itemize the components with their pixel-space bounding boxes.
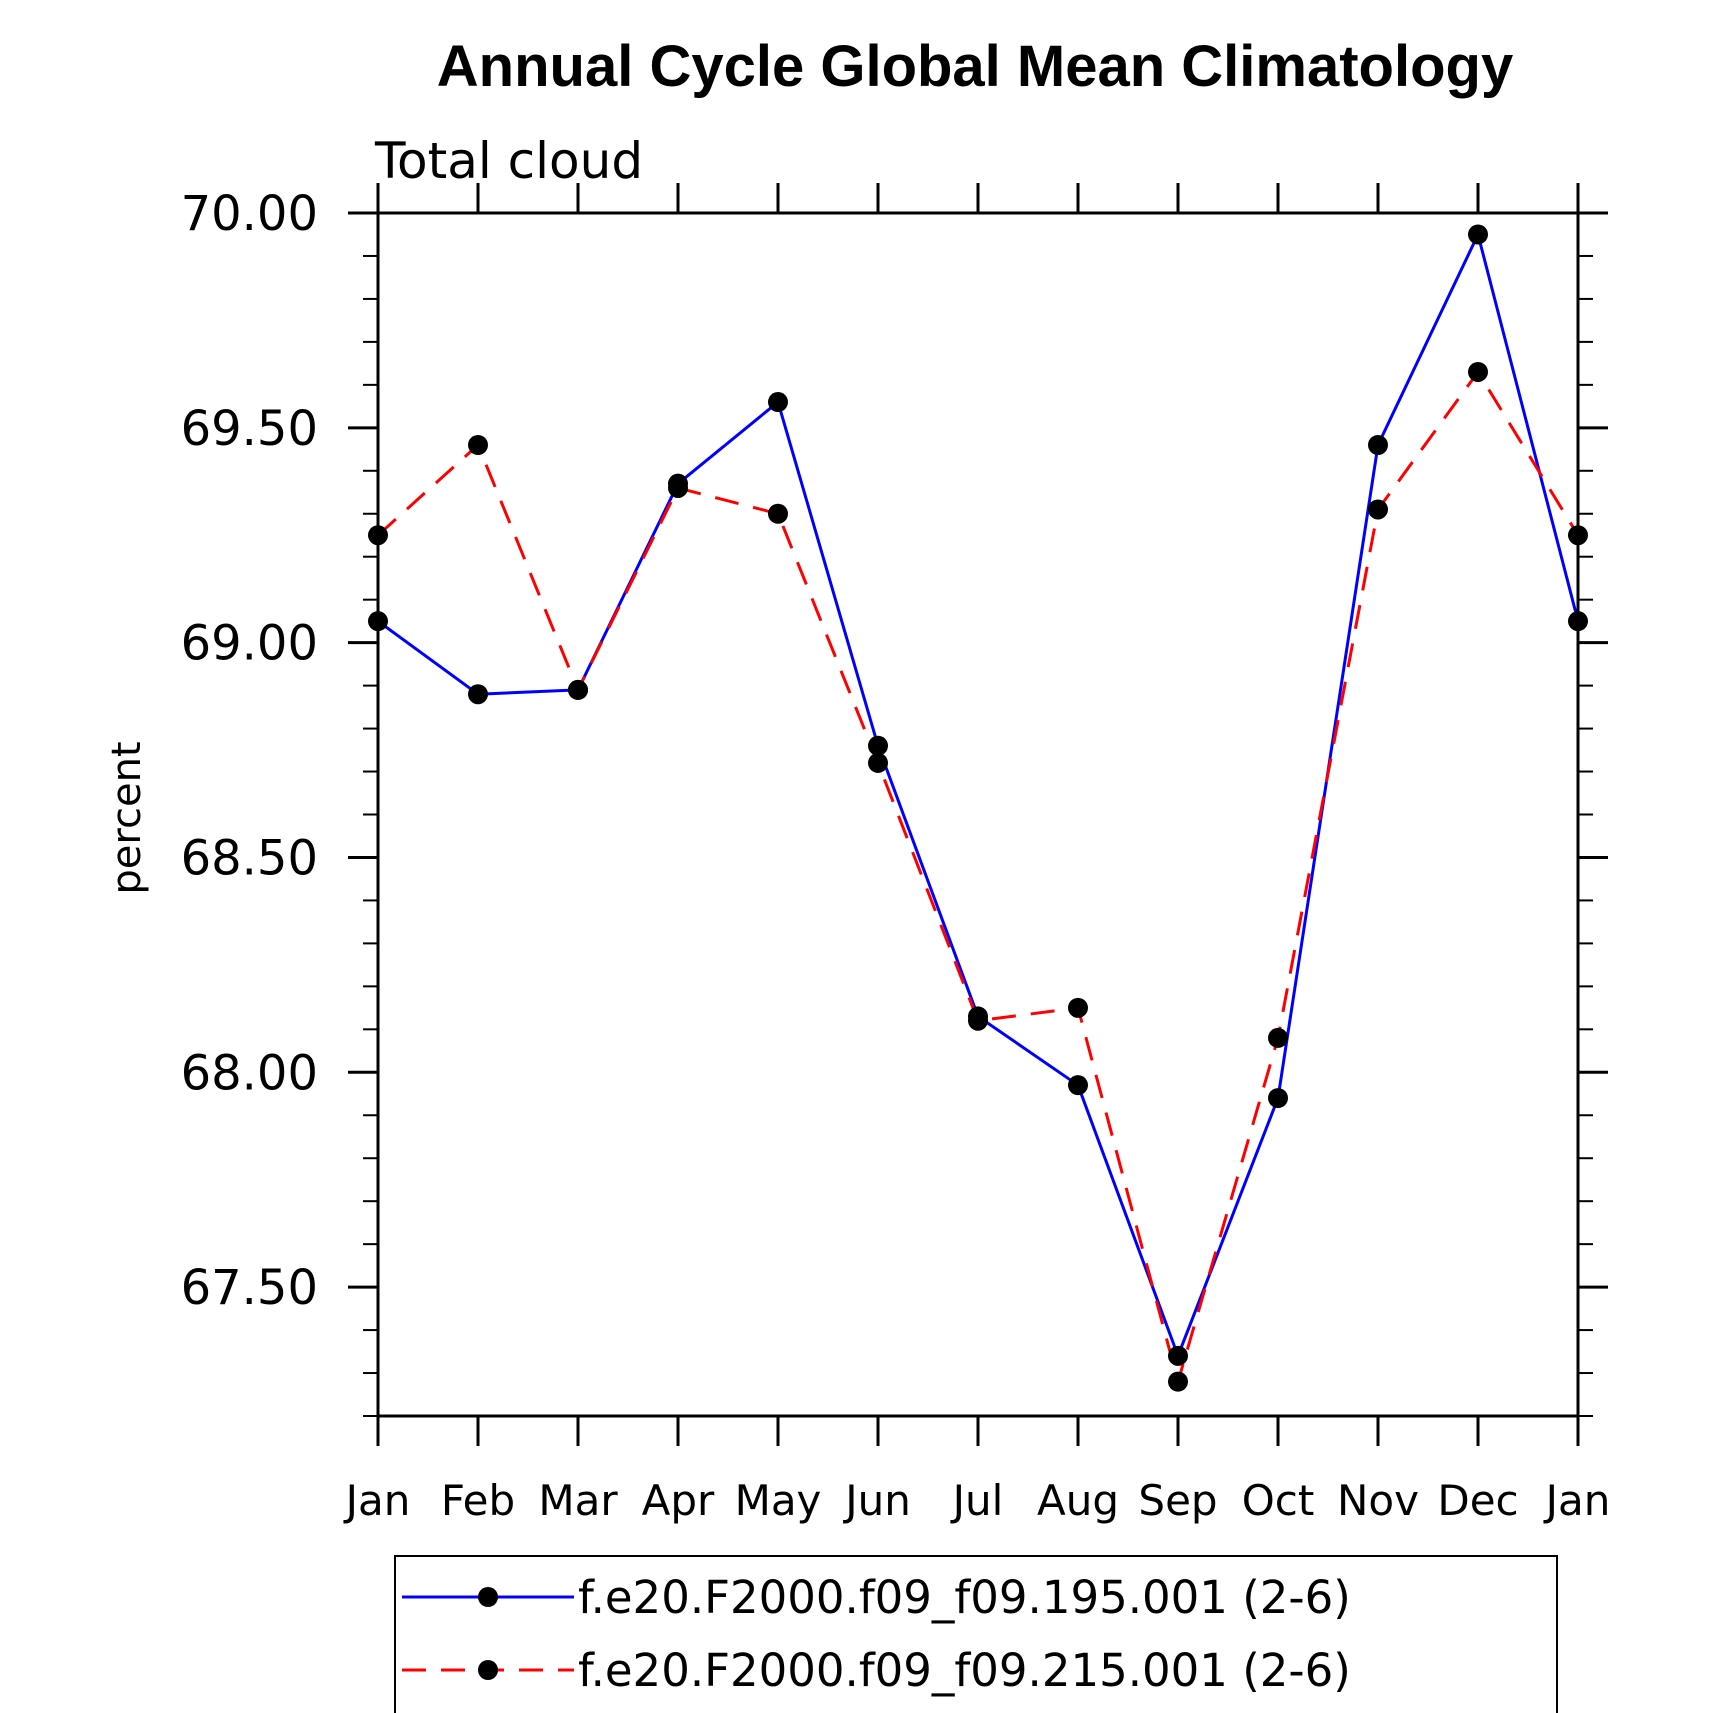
x-tick-label: Nov (1337, 1476, 1419, 1525)
x-tick-label: Jan (343, 1476, 411, 1525)
series-2-point (1368, 499, 1388, 520)
x-tick-label: Mar (538, 1476, 618, 1525)
x-tick-label: Aug (1037, 1476, 1119, 1525)
x-tick-label: Jun (842, 1476, 911, 1525)
series-2-point (668, 477, 688, 498)
chart-title: Annual Cycle Global Mean Climatology (437, 34, 1513, 99)
series-1-point (1268, 1088, 1288, 1109)
x-tick-label: May (735, 1476, 822, 1525)
series-2-point (1068, 997, 1088, 1018)
x-tick-label: Apr (642, 1476, 715, 1525)
series-2-point (568, 679, 588, 700)
y-tick-label: 70.00 (181, 186, 318, 242)
series-1-point (1168, 1345, 1188, 1366)
y-tick-label: 67.50 (181, 1260, 318, 1316)
series-1-point (1368, 435, 1388, 456)
series-2-point (1168, 1371, 1188, 1392)
y-tick-label: 69.00 (181, 616, 318, 672)
series-2-point (468, 435, 488, 456)
series-1-point (468, 684, 488, 705)
plot-frame (376, 211, 1580, 1418)
legend-marker-series-2 (478, 1660, 498, 1680)
legend: f.e20.F2000.f09_f09.195.001 (2-6) f.e20.… (394, 1555, 1558, 1713)
y-tick-labels: 67.50 68.00 68.50 69.00 69.50 70.00 (181, 186, 318, 1316)
x-tick-label: Dec (1437, 1476, 1518, 1525)
series-1-point (1468, 224, 1488, 245)
legend-label-series-2: f.e20.F2000.f09_f09.215.001 (2-6) (578, 1644, 1351, 1697)
series-1-point (1068, 1075, 1088, 1096)
series-1-point (868, 735, 888, 756)
x-tick-label: Sep (1138, 1476, 1217, 1525)
series-1-point (768, 392, 788, 413)
legend-marker-series-1 (478, 1587, 498, 1607)
series-2-point (1268, 1027, 1288, 1048)
x-tick-label: Feb (441, 1476, 515, 1525)
y-axis-label: percent (104, 741, 150, 894)
series-2-point (1468, 361, 1488, 382)
legend-label-series-1: f.e20.F2000.f09_f09.195.001 (2-6) (578, 1571, 1351, 1624)
x-tick-label: Jul (950, 1476, 1004, 1525)
series-2-point (768, 503, 788, 524)
y-tick-label: 68.50 (181, 830, 318, 886)
y-tick-label: 69.50 (181, 401, 318, 457)
series-2-point (968, 1010, 988, 1031)
x-tick-label: Oct (1242, 1476, 1315, 1525)
x-tick-labels: Jan Feb Mar Apr May Jun Jul Aug Sep Oct Nov Dec Jan (343, 1476, 1611, 1525)
series-2-point (868, 752, 888, 773)
axis-ticks (348, 183, 1608, 1446)
x-tick-label: Jan (1543, 1476, 1611, 1525)
y-tick-label: 68.00 (181, 1045, 318, 1101)
chart-subtitle: Total cloud (374, 132, 643, 190)
legend-box (394, 1555, 1558, 1713)
